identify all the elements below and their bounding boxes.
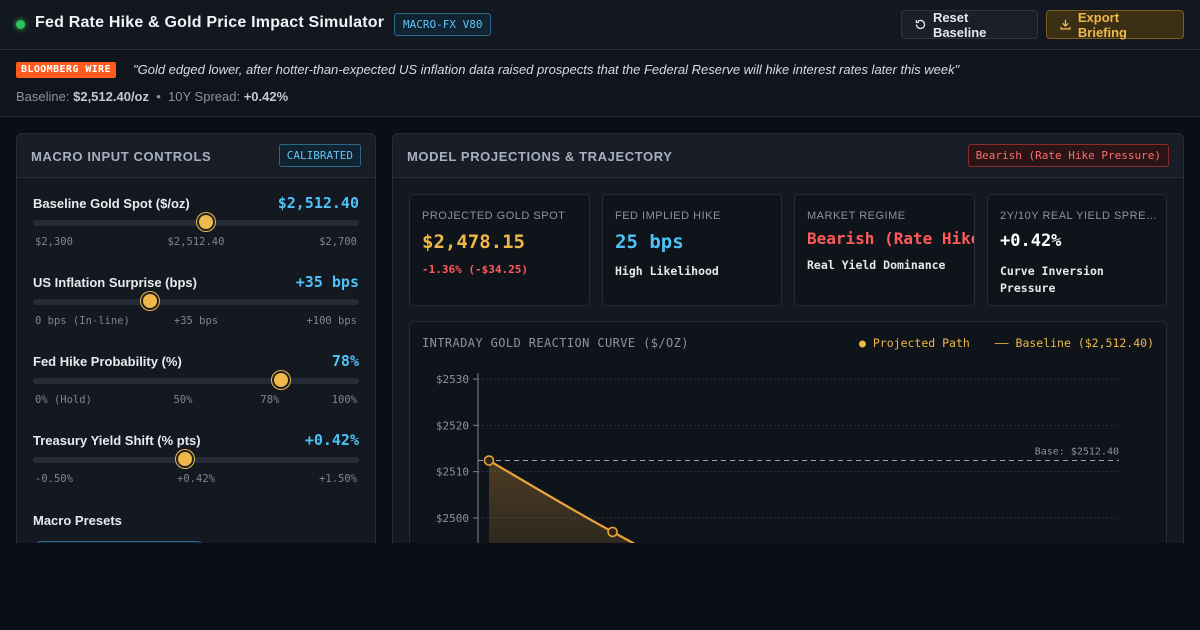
regime-badge: Bearish (Rate Hike Pressure) bbox=[967, 144, 1169, 167]
slider-tick-label: +100 bps bbox=[306, 315, 357, 327]
kpi-card-yield-spread: 2Y/10Y REAL YIELD SPREAD +0.42% Curve In… bbox=[987, 194, 1167, 306]
reset-icon bbox=[915, 19, 926, 30]
macro-input-panel: MACRO INPUT CONTROLS CALIBRATED Baseline… bbox=[16, 133, 376, 573]
kpi-value: +0.42% bbox=[1000, 231, 1062, 251]
slider-ticks: $2,300 $2,512.40 $2,700 bbox=[35, 236, 357, 250]
slider-thumb[interactable] bbox=[175, 450, 194, 468]
y-tick-label: $2530 bbox=[436, 373, 469, 386]
kpi-value: $2,478.15 bbox=[422, 231, 525, 253]
news-source-badge: BLOOMBERG WIRE bbox=[16, 62, 116, 78]
panel-title: MODEL PROJECTIONS & TRAJECTORY bbox=[407, 149, 673, 164]
download-icon bbox=[1060, 19, 1071, 30]
version-badge: MACRO-FX V80 bbox=[394, 13, 492, 36]
slider-tick-label: $2,512.40 bbox=[167, 236, 225, 248]
baseline-summary: Baseline: $2,512.40/oz • 10Y Spread: +0.… bbox=[16, 89, 288, 104]
kpi-label: PROJECTED GOLD SPOT bbox=[422, 210, 566, 222]
kpi-sub: High Likelihood bbox=[615, 264, 719, 278]
macro-presets-label: Macro Presets bbox=[33, 513, 122, 528]
slider-tick-label: -0.50% bbox=[35, 473, 73, 485]
kpi-label: FED IMPLIED HIKE bbox=[615, 210, 721, 222]
chart-title: INTRADAY GOLD REACTION CURVE ($/OZ) bbox=[422, 336, 689, 350]
slider-tick-label: 100% bbox=[331, 394, 357, 406]
news-headline: "Gold edged lower, after hotter-than-exp… bbox=[133, 62, 960, 77]
data-point bbox=[607, 526, 618, 538]
chart-legend: ● Projected Path –– Baseline ($2,512.40) bbox=[841, 336, 1154, 350]
kpi-sub: Real Yield Dominance bbox=[807, 258, 946, 272]
app-title: Fed Rate Hike & Gold Price Impact Simula… bbox=[35, 14, 385, 31]
data-point bbox=[483, 455, 495, 466]
slider-label: Baseline Gold Spot ($/oz) bbox=[33, 196, 190, 211]
reset-baseline-label: Reset Baseline bbox=[932, 9, 987, 40]
page-footer-area bbox=[0, 543, 1200, 630]
y-tick-label: $2510 bbox=[436, 466, 469, 479]
baseline-value: $2,512.40/oz bbox=[73, 89, 149, 104]
spread-value: +0.42% bbox=[243, 89, 289, 104]
slider-tick-label: $2,300 bbox=[35, 236, 73, 248]
baseline-label: Baseline: bbox=[16, 89, 70, 104]
kpi-label: 2Y/10Y REAL YIELD SPREAD bbox=[1000, 210, 1160, 222]
reset-baseline-button[interactable]: Reset Baseline bbox=[901, 9, 1038, 40]
export-briefing-button[interactable]: Export Briefing bbox=[1046, 9, 1184, 40]
panel-header: MODEL PROJECTIONS & TRAJECTORY Bearish (… bbox=[393, 134, 1183, 178]
slider-group: Treasury Yield Shift (% pts) +0.42% -0.50%… bbox=[33, 431, 359, 501]
news-bar: BLOOMBERG WIRE "Gold edged lower, after … bbox=[0, 51, 1200, 117]
kpi-value: 25 bps bbox=[615, 231, 684, 253]
baseline-annotation: Base: $2512.40 bbox=[1035, 447, 1119, 458]
slider-group: Baseline Gold Spot ($/oz) $2,512.40 $2,300… bbox=[33, 194, 359, 264]
slider-label: Fed Hike Probability (%) bbox=[33, 354, 182, 369]
slider-track[interactable] bbox=[33, 371, 359, 389]
legend-baseline: –– Baseline ($2,512.40) bbox=[994, 336, 1154, 350]
top-bar: Fed Rate Hike & Gold Price Impact Simula… bbox=[0, 0, 1200, 50]
y-tick-label: $2520 bbox=[436, 419, 469, 432]
export-briefing-label: Export Briefing bbox=[1077, 9, 1128, 40]
separator: • bbox=[156, 89, 161, 104]
slider-label: US Inflation Surprise (bps) bbox=[33, 275, 197, 290]
slider-tick-label: 50% bbox=[173, 394, 193, 406]
status-indicator bbox=[16, 20, 25, 29]
kpi-delta: -1.36% (-$34.25) bbox=[422, 263, 528, 276]
slider-thumb[interactable] bbox=[141, 292, 160, 310]
slider-group: Fed Hike Probability (%) 78% 0% (Hold) 50% 7… bbox=[33, 352, 359, 422]
slider-tick-label: $2,700 bbox=[319, 236, 357, 248]
legend-projected: ● Projected Path bbox=[859, 336, 970, 350]
slider-tick-label: 0 bps (In-line) bbox=[35, 315, 130, 327]
slider-value: 78% bbox=[331, 352, 359, 370]
slider-track[interactable] bbox=[33, 213, 359, 231]
panel-header: MACRO INPUT CONTROLS CALIBRATED bbox=[17, 134, 375, 178]
slider-tick-label: 78% bbox=[260, 394, 280, 406]
slider-value: $2,512.40 bbox=[277, 194, 359, 212]
calibrated-badge: CALIBRATED bbox=[278, 144, 361, 167]
slider-ticks: -0.50% +0.42% +1.50% bbox=[35, 473, 357, 487]
gold-reaction-chart: $2530$2520$2510$2500$2490$2480Base: $251… bbox=[409, 321, 1167, 572]
slider-tick-label: +1.50% bbox=[319, 473, 357, 485]
chart-canvas: $2530$2520$2510$2500$2490$2480Base: $251… bbox=[436, 373, 1119, 572]
slider-ticks: 0% (Hold) 50% 78% 100% bbox=[35, 394, 357, 408]
kpi-card-projected-spot: PROJECTED GOLD SPOT $2,478.15 -1.36% (-$… bbox=[409, 194, 590, 306]
kpi-label: MARKET REGIME bbox=[807, 210, 906, 222]
slider-label: Treasury Yield Shift (% pts) bbox=[33, 433, 201, 448]
spread-label: 10Y Spread: bbox=[168, 89, 241, 104]
slider-track[interactable] bbox=[33, 450, 359, 468]
kpi-card-market-regime: MARKET REGIME Bearish (Rate Hike Pressur… bbox=[794, 194, 975, 306]
slider-group: US Inflation Surprise (bps) +35 bps 0 bps … bbox=[33, 273, 359, 343]
kpi-card-fed-hike: FED IMPLIED HIKE 25 bps High Likelihood bbox=[602, 194, 782, 306]
slider-track[interactable] bbox=[33, 292, 359, 310]
slider-ticks: 0 bps (In-line) +35 bps +100 bps bbox=[35, 315, 357, 329]
projections-panel: MODEL PROJECTIONS & TRAJECTORY Bearish (… bbox=[392, 133, 1184, 573]
slider-tick-label: 0% (Hold) bbox=[35, 394, 92, 406]
panel-title: MACRO INPUT CONTROLS bbox=[31, 149, 212, 164]
slider-thumb[interactable] bbox=[271, 371, 290, 389]
y-tick-label: $2500 bbox=[436, 512, 469, 525]
kpi-value: Bearish (Rate Hike Pressure) bbox=[807, 229, 974, 248]
slider-value: +0.42% bbox=[304, 431, 359, 449]
slider-tick-label: +0.42% bbox=[177, 473, 215, 485]
slider-tick-label: +35 bps bbox=[173, 315, 219, 327]
projected-line bbox=[488, 459, 690, 572]
kpi-sub: Curve Inversion Pressure bbox=[1000, 264, 1104, 295]
slider-value: +35 bps bbox=[295, 273, 359, 291]
slider-thumb[interactable] bbox=[196, 213, 215, 231]
